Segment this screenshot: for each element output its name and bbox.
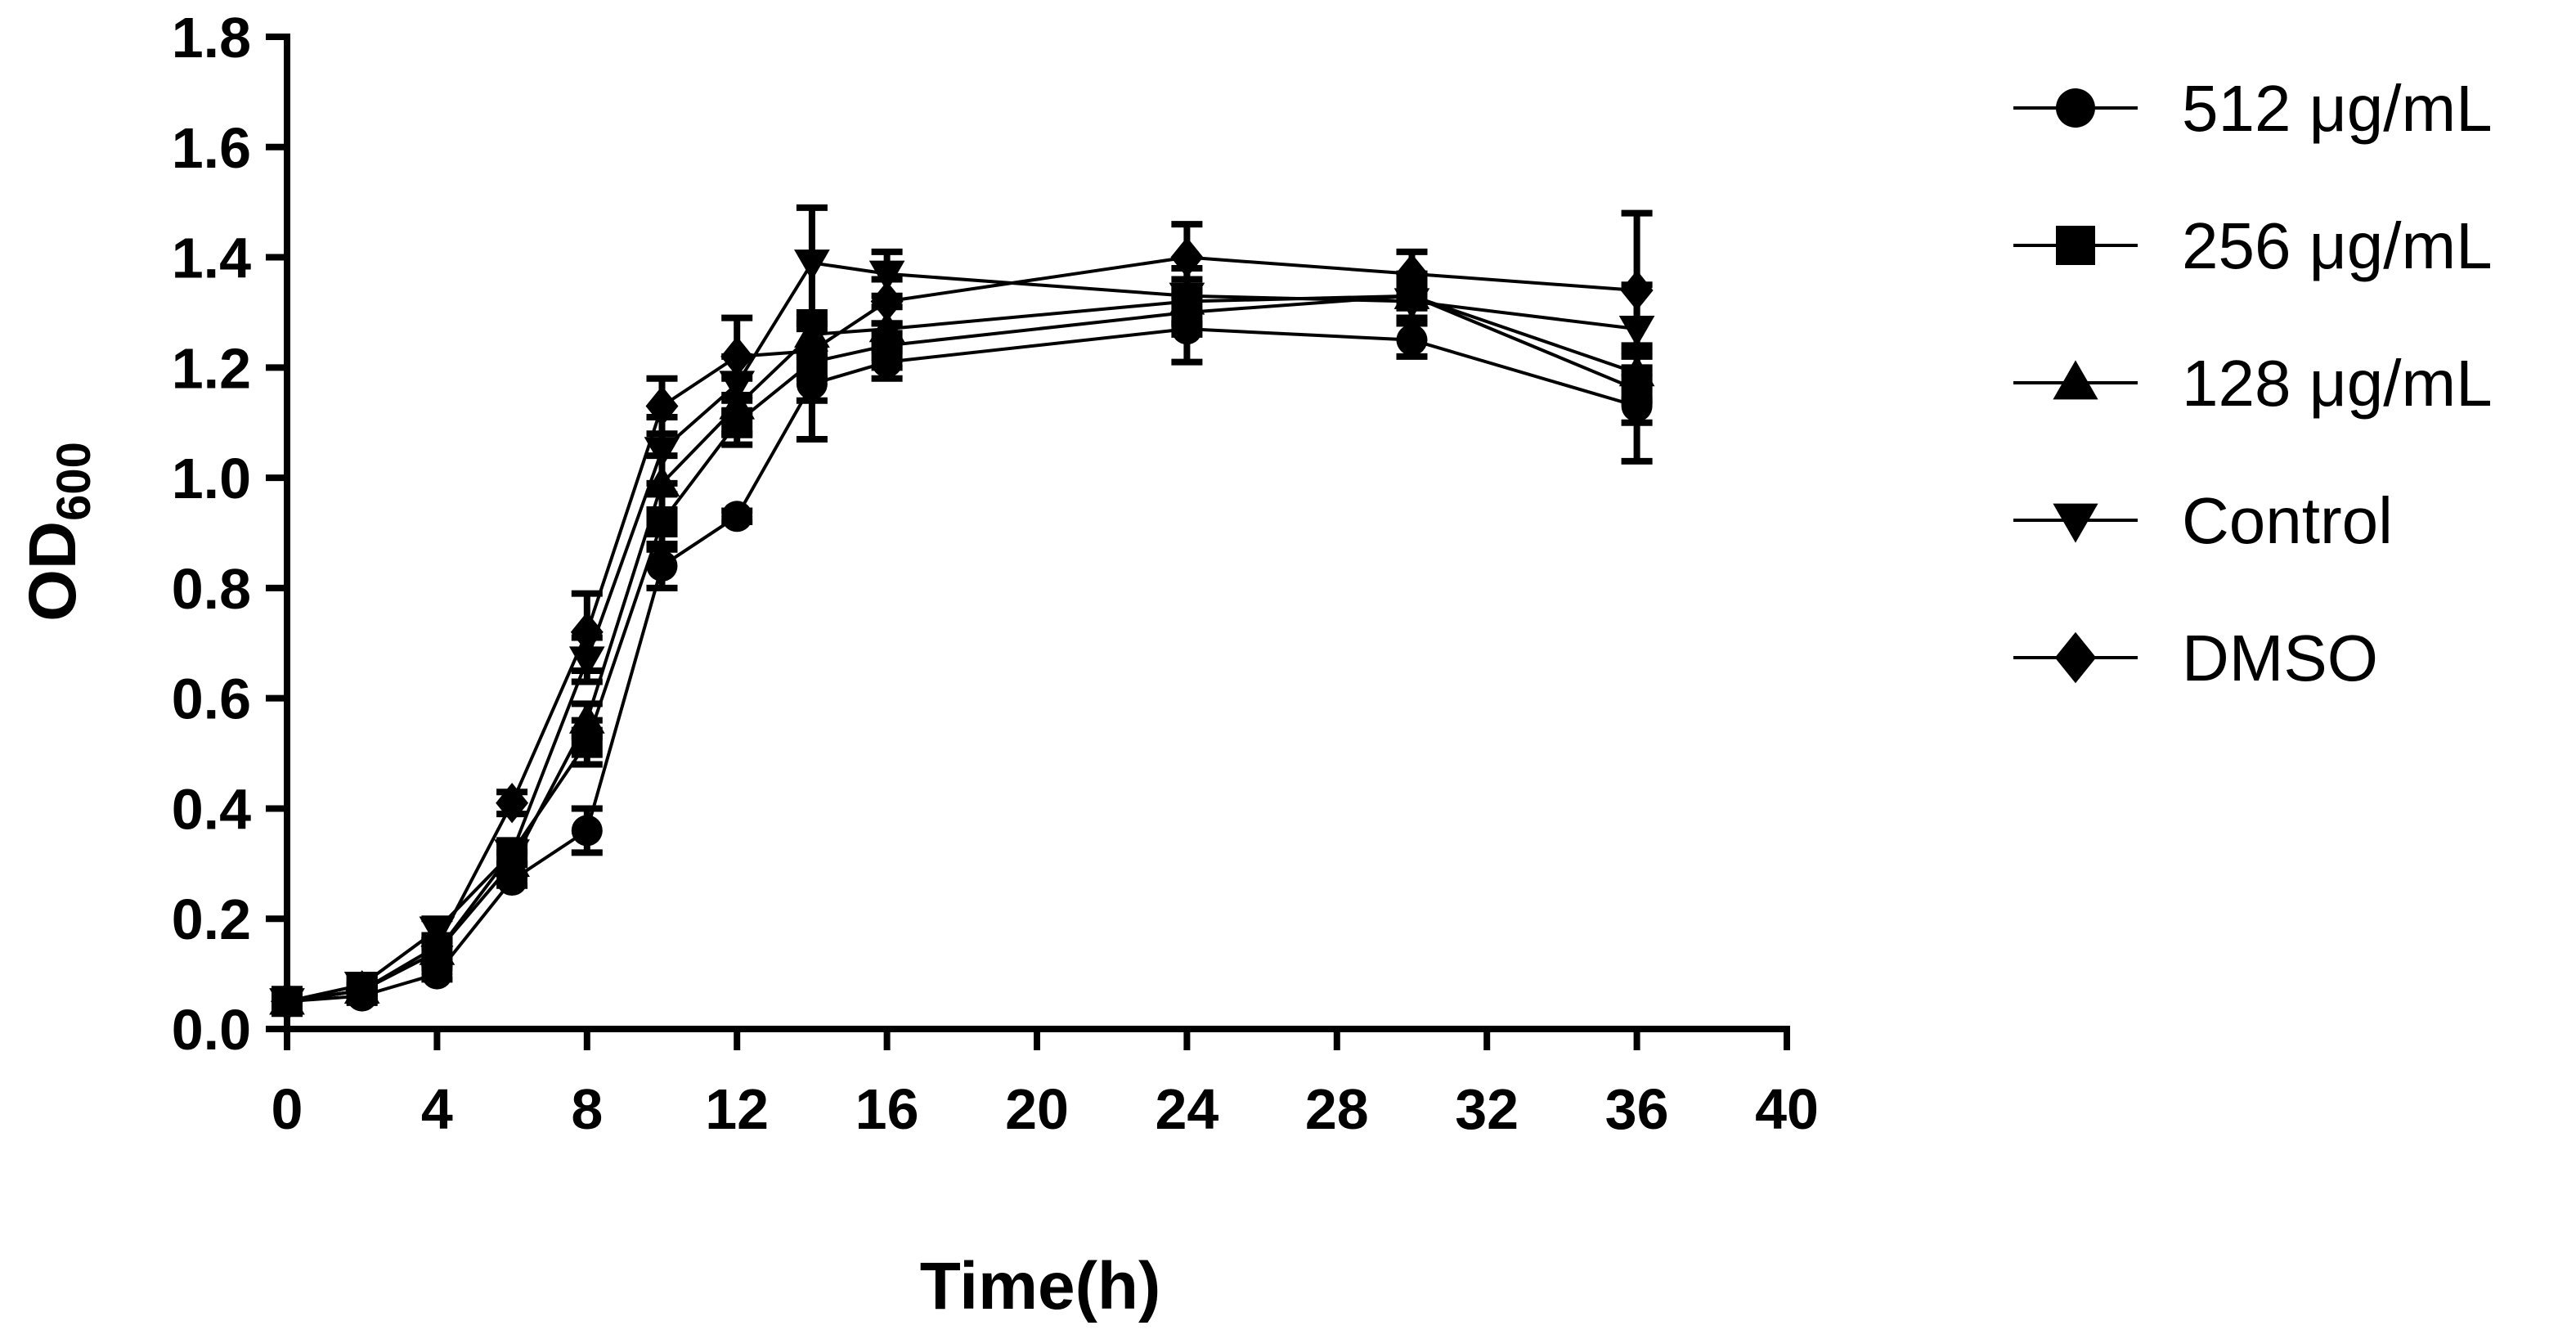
data-point	[870, 281, 904, 322]
legend-marker	[2053, 503, 2098, 543]
data-point	[644, 437, 680, 469]
data-point	[496, 783, 529, 824]
legend-item: DMSO	[2013, 622, 2378, 694]
data-point	[721, 501, 753, 532]
x-tick-label: 36	[1605, 1077, 1669, 1141]
data-point	[494, 839, 530, 871]
data-point	[420, 926, 454, 967]
x-tick-label: 8	[571, 1077, 603, 1141]
y-tick-label: 0.4	[172, 777, 251, 841]
legend-marker	[2056, 88, 2095, 128]
x-tick-label: 28	[1305, 1077, 1369, 1141]
legend-item: 256 μg/mL	[2013, 209, 2493, 282]
series-circle	[272, 292, 1653, 1018]
y-tick-label: 1.8	[172, 6, 251, 70]
x-tick-label: 20	[1005, 1077, 1069, 1141]
legend-item: 512 μg/mL	[2013, 72, 2493, 145]
data-point	[795, 330, 828, 371]
data-point	[794, 249, 830, 281]
series-line	[286, 255, 1637, 1004]
series-square	[272, 270, 1653, 1018]
y-axis-title: OD600	[16, 442, 101, 622]
data-point	[570, 612, 604, 653]
y-axis-title-subscript: 600	[47, 442, 101, 521]
legend-marker	[2054, 631, 2097, 684]
legend-item: 128 μg/mL	[2013, 347, 2493, 420]
legend-item: Control	[2013, 484, 2393, 557]
series-triangle-up	[269, 270, 1655, 1015]
data-point	[345, 970, 379, 1011]
x-axis-ticks: 0 4 8 12 16 20 24 28 32 36 40	[272, 1029, 1819, 1141]
data-point	[720, 336, 754, 377]
series-line	[286, 294, 1638, 1004]
y-tick-label: 1.4	[172, 227, 251, 290]
legend-label: 256 μg/mL	[2182, 209, 2493, 282]
data-point	[645, 385, 679, 427]
x-tick-label: 32	[1455, 1077, 1519, 1141]
x-axis-title: Time(h)	[920, 1249, 1161, 1323]
x-tick-label: 16	[855, 1077, 919, 1141]
legend-label: DMSO	[2182, 622, 2378, 694]
x-tick-label: 24	[1155, 1077, 1218, 1141]
x-tick-label: 4	[421, 1077, 453, 1141]
series-line	[286, 327, 1638, 1004]
legend: 512 μg/mL 256 μg/mL 128 μg/mL Control DMSO	[2013, 72, 2493, 694]
legend-marker	[2053, 360, 2098, 400]
y-tick-label: 1.2	[172, 336, 251, 400]
data-point	[646, 550, 678, 582]
legend-label: Control	[2182, 484, 2393, 557]
series-diamond	[271, 209, 1654, 1022]
x-tick-label: 12	[705, 1077, 769, 1141]
plot-area	[269, 204, 1655, 1022]
y-axis-title-main: OD	[16, 521, 90, 622]
legend-label: 512 μg/mL	[2182, 72, 2493, 145]
data-point	[1170, 236, 1204, 278]
data-point	[1396, 324, 1428, 356]
x-tick-label: 40	[1755, 1077, 1819, 1141]
y-tick-label: 0.2	[172, 887, 251, 951]
data-point	[1620, 270, 1654, 311]
y-tick-label: 0.6	[172, 667, 251, 731]
x-tick-label: 0	[272, 1077, 303, 1141]
y-tick-label: 1.6	[172, 116, 251, 180]
series-line	[286, 294, 1638, 1004]
y-axis-ticks: 0.0 0.2 0.4 0.6 0.8 1.0 1.2 1.4 1.6 1.8	[172, 6, 287, 1062]
data-point	[1395, 254, 1429, 294]
data-point	[571, 815, 603, 847]
y-tick-label: 0.8	[172, 557, 251, 621]
data-point	[568, 702, 605, 734]
y-tick-label: 1.0	[172, 447, 251, 510]
legend-marker	[2056, 226, 2095, 265]
y-tick-label: 0.0	[172, 998, 251, 1062]
legend-label: 128 μg/mL	[2182, 347, 2493, 420]
